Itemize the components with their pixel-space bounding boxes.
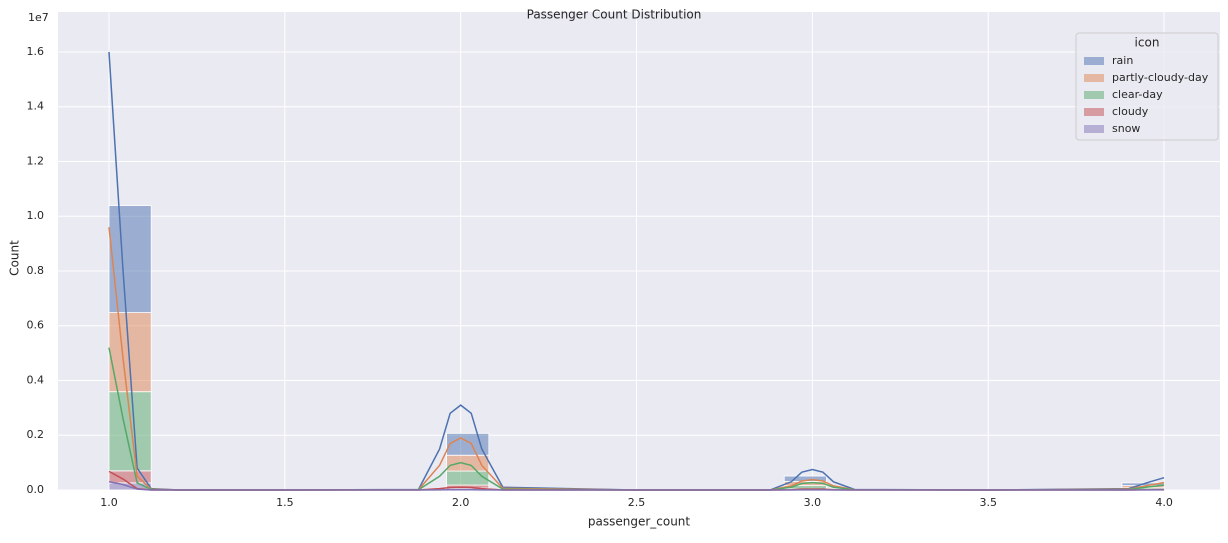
histogram-bar xyxy=(447,455,489,471)
legend-label: rain xyxy=(1112,54,1133,67)
legend-label: snow xyxy=(1112,122,1140,135)
y-tick-label: 1.6 xyxy=(27,45,45,58)
legend-label: cloudy xyxy=(1112,105,1149,118)
y-tick-label: 0.4 xyxy=(27,373,45,386)
plot-area xyxy=(58,12,1220,490)
legend-swatch xyxy=(1084,108,1104,116)
x-tick-label: 1.0 xyxy=(100,496,118,509)
y-tick-label: 0.0 xyxy=(27,483,45,496)
legend-swatch xyxy=(1084,91,1104,99)
y-axis-label: Count xyxy=(8,240,22,276)
legend-swatch xyxy=(1084,74,1104,82)
legend-title: icon xyxy=(1135,36,1160,50)
histogram-bar xyxy=(447,471,489,485)
chart-title: Passenger Count Distribution xyxy=(527,8,702,22)
legend-swatch xyxy=(1084,57,1104,65)
x-tick-label: 3.5 xyxy=(979,496,997,509)
y-tick-label: 1.4 xyxy=(27,100,45,113)
x-tick-label: 1.5 xyxy=(276,496,294,509)
y-tick-label: 0.8 xyxy=(27,264,45,277)
y-tick-label: 0.6 xyxy=(27,319,45,332)
legend-label: partly-cloudy-day xyxy=(1112,71,1209,84)
y-offset-label: 1e7 xyxy=(28,11,49,24)
x-tick-label: 4.0 xyxy=(1155,496,1173,509)
legend-label: clear-day xyxy=(1112,88,1163,101)
x-axis-label: passenger_count xyxy=(588,515,691,529)
y-tick-label: 1.2 xyxy=(27,154,45,167)
histogram-bar xyxy=(109,392,151,471)
legend-swatch xyxy=(1084,125,1104,133)
y-tick-label: 1.0 xyxy=(27,209,45,222)
x-tick-label: 2.5 xyxy=(628,496,646,509)
histogram-bar xyxy=(109,471,151,483)
x-tick-label: 3.0 xyxy=(804,496,822,509)
x-tick-label: 2.0 xyxy=(452,496,470,509)
histogram-bar xyxy=(109,206,151,313)
y-tick-label: 0.2 xyxy=(27,428,45,441)
histogram-bar xyxy=(447,433,489,455)
